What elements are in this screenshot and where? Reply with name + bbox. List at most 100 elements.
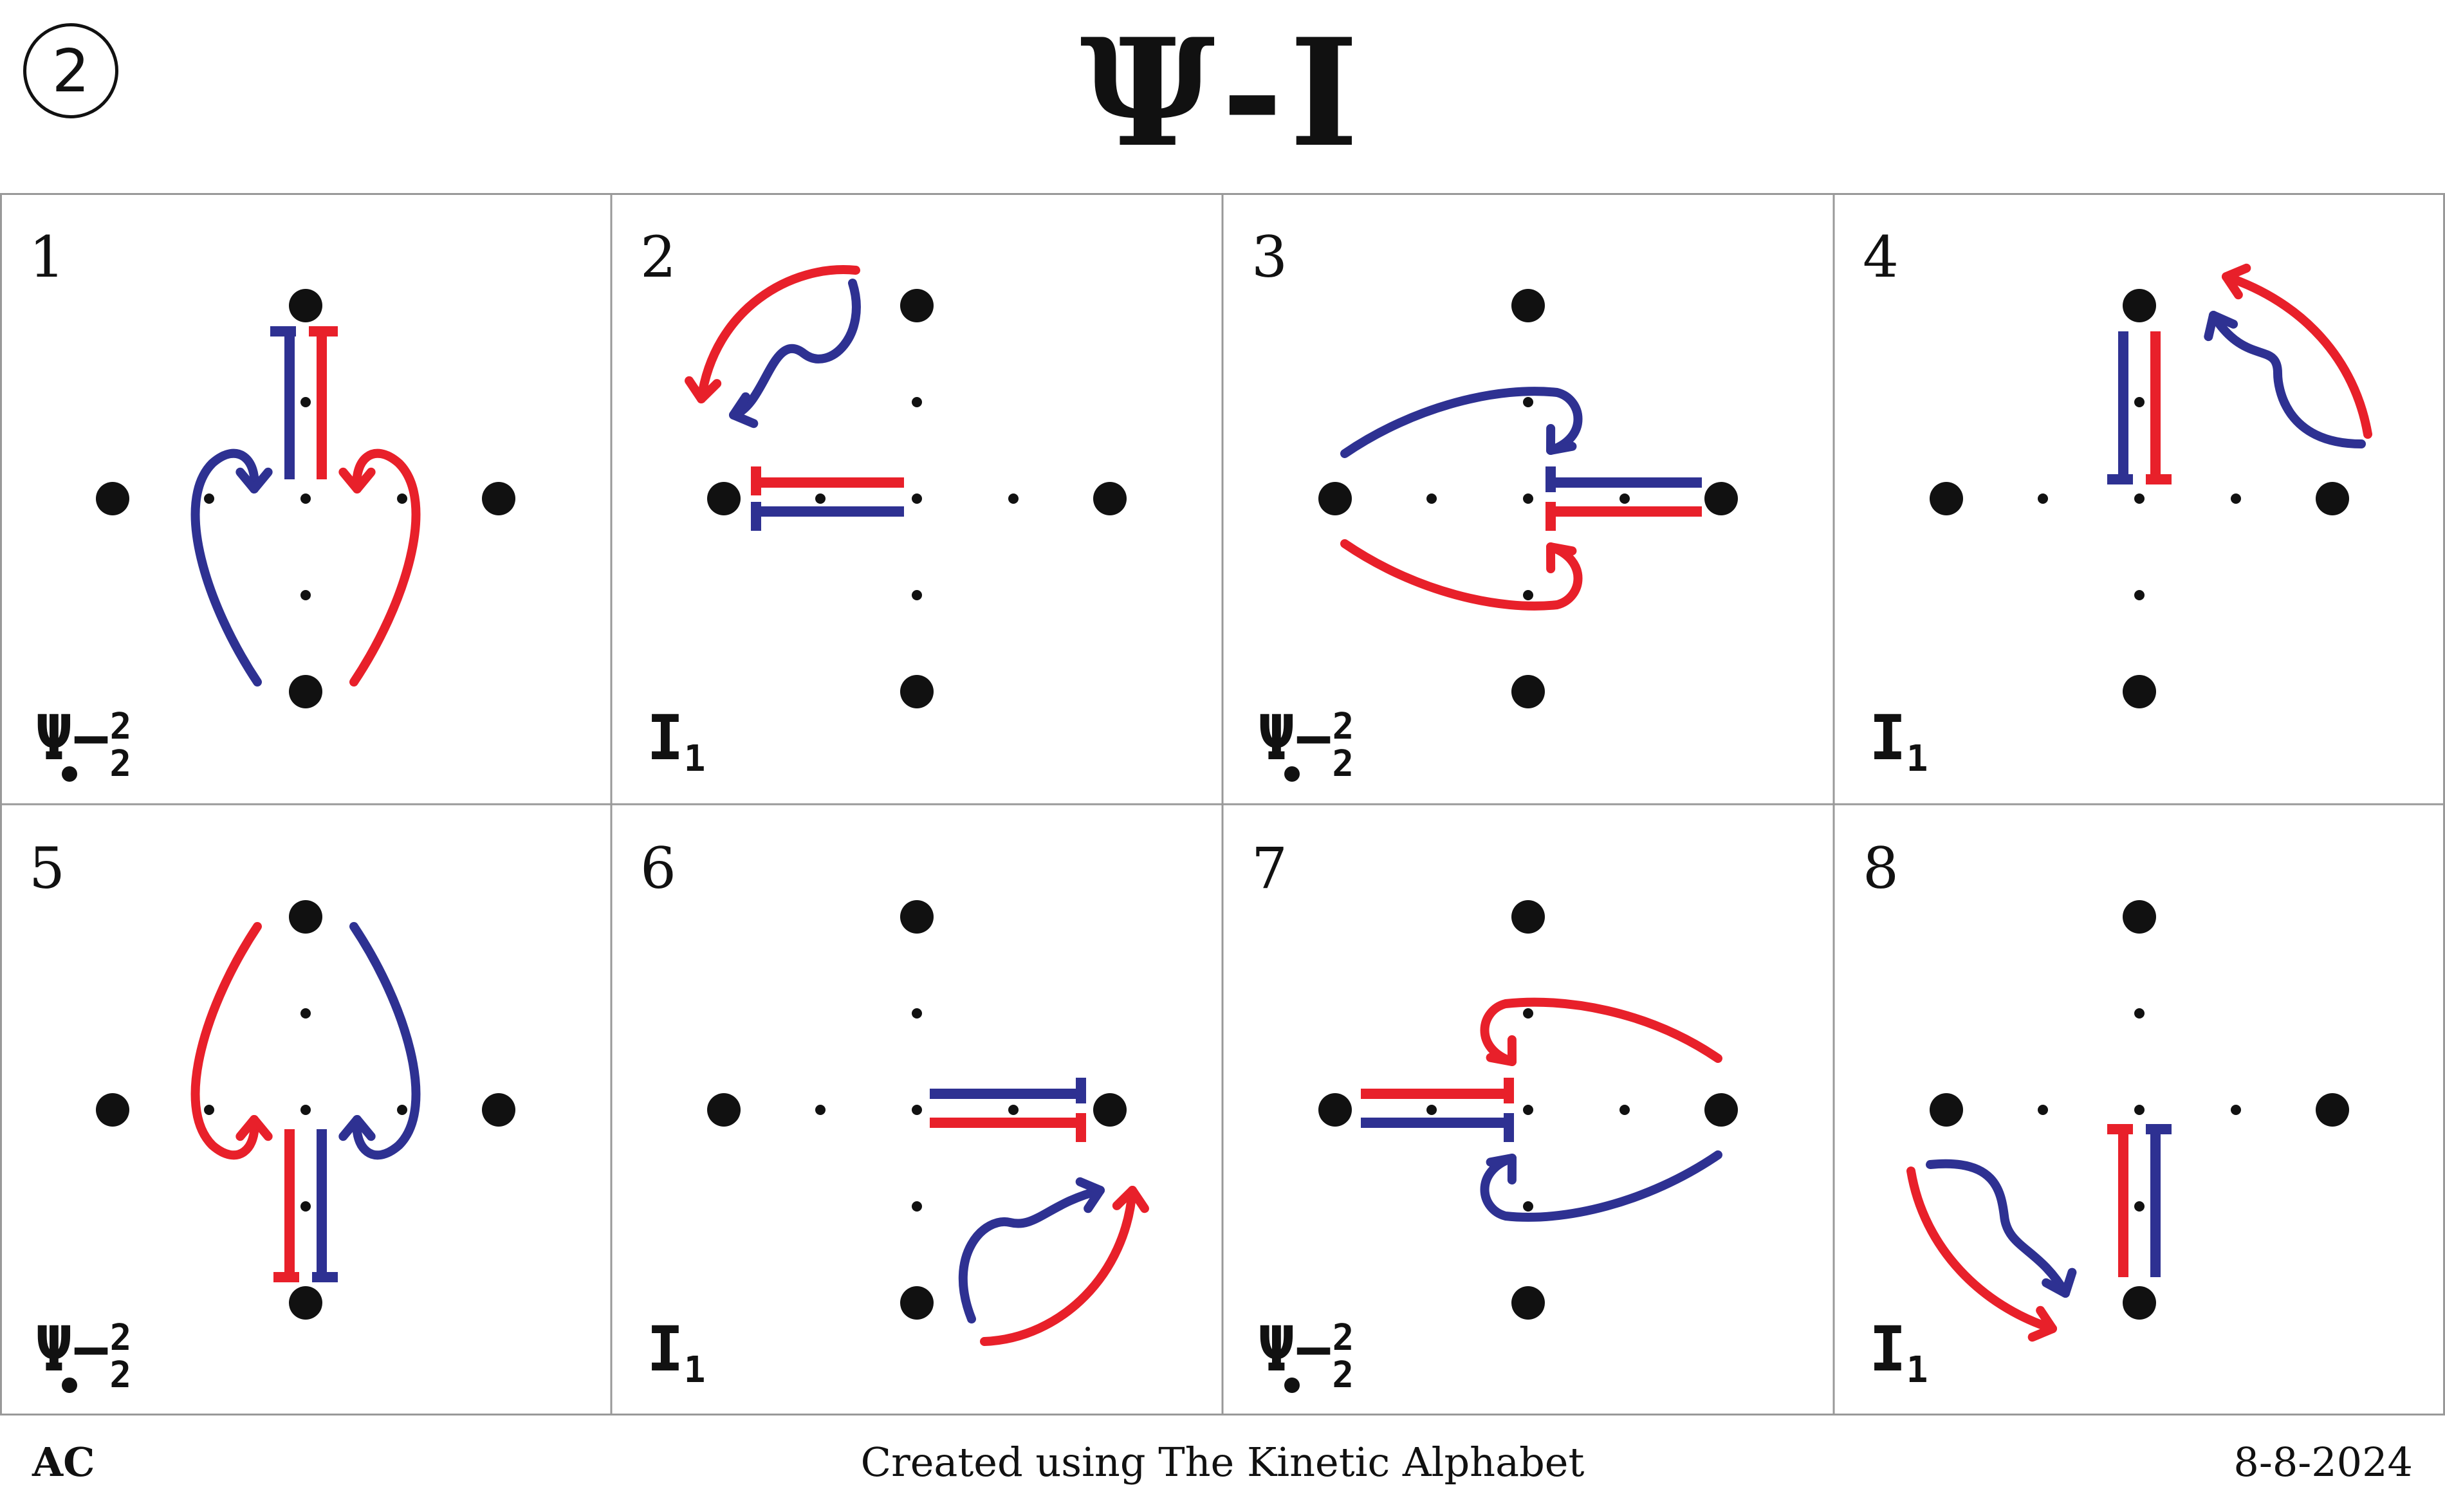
grid-point-outer [2123, 1286, 2156, 1320]
notation-symbol: I [1869, 1313, 1906, 1385]
grid-point-inner [2038, 493, 2048, 504]
blue-arrowhead [1546, 424, 1577, 455]
notation-symbol: I [1869, 702, 1906, 774]
panel-motion [2107, 263, 2372, 484]
panel-4: 4 I1 [1863, 224, 2372, 780]
notation-label: Ψ−2 2 [1258, 702, 1354, 785]
panel-3: 3 Ψ−2 2 [1251, 224, 1738, 785]
grid-point-inner [300, 493, 311, 504]
page-title: Ψ-I [1080, 6, 1365, 180]
notation-superscript: 2 [1333, 706, 1354, 748]
grid-point-inner [1619, 493, 1630, 504]
grid-point-inner [1008, 1105, 1019, 1115]
red-arrowhead [235, 1115, 273, 1141]
grid-point-inner [300, 1201, 311, 1212]
grid-point-outer [1093, 1093, 1127, 1127]
red-arrowhead [2222, 263, 2251, 300]
red-motion-curve [2222, 272, 2372, 439]
grid-point-inner [397, 493, 407, 504]
panel-number: 3 [1251, 224, 1287, 290]
panel-1: 1 Ψ−2 2 [29, 224, 515, 785]
notation-dash: − [73, 702, 110, 774]
grid-point-inner [2134, 590, 2145, 600]
panel-number: 4 [1863, 224, 1899, 290]
grid-point-outer [2316, 1093, 2349, 1127]
grid-point-inner [912, 1201, 922, 1212]
blue-arrowhead [338, 1115, 376, 1141]
notation-subscript: 2 [1332, 1354, 1354, 1396]
red-arrowhead [685, 376, 722, 403]
grid-point-inner [1523, 1201, 1533, 1212]
grid-point-inner [2134, 1105, 2145, 1115]
notation-dot [62, 766, 77, 782]
grid-point-outer [482, 482, 515, 515]
grid-point-inner [1523, 590, 1533, 600]
grid-point-inner [2231, 493, 2241, 504]
grid-point-inner [1426, 1105, 1437, 1115]
grid-point-outer [289, 1286, 322, 1320]
blue-arrowhead [1075, 1177, 1105, 1213]
panel-8: 8 I1 [1863, 835, 2349, 1391]
red-motion-curve [190, 922, 262, 1160]
red-motion-curve [1340, 539, 1583, 611]
notation-dash: − [73, 1313, 110, 1385]
grid-point-outer [1511, 289, 1545, 322]
panel-motion [190, 922, 421, 1282]
grid-point-inner [1523, 397, 1533, 407]
notation-superscript: 2 [1333, 1317, 1354, 1359]
grid-point-outer [289, 900, 322, 934]
grid-point-inner [1619, 1105, 1630, 1115]
grid-point-inner [2134, 493, 2145, 504]
grid-point-outer [707, 1093, 741, 1127]
grid-point-outer [1704, 1093, 1738, 1127]
notation-superscript: 2 [110, 1317, 132, 1359]
panel-number: 7 [1251, 835, 1287, 901]
red-arrowhead [1546, 542, 1577, 573]
grid-lines [0, 193, 2445, 1415]
red-arrowhead [1486, 1035, 1517, 1066]
grid-point-outer [482, 1093, 515, 1127]
notation-label: I1 [1869, 1313, 1928, 1391]
grid-point-inner [1426, 493, 1437, 504]
notation-symbol: I [647, 1313, 684, 1385]
red-motion-curve [349, 448, 421, 687]
notation-label: I1 [1869, 702, 1928, 780]
blue-arrowhead [729, 392, 759, 429]
blue-motion-curve [1340, 387, 1583, 458]
notation-subscript: 1 [684, 1349, 706, 1391]
blue-motion-curve [1926, 1159, 2070, 1298]
blue-motion-curve [2209, 311, 2366, 448]
grid-point-inner [912, 493, 922, 504]
panel-7: 7 Ψ−2 2 [1251, 835, 1738, 1396]
blue-motion-curve [1480, 1150, 1722, 1222]
grid-point-outer [1930, 482, 1963, 515]
date: 8-8-2024 [2233, 1439, 2413, 1486]
notation-symbol: Ψ [35, 702, 73, 774]
grid-point-inner [815, 1105, 826, 1115]
panel-motion [190, 326, 421, 687]
notation-subscript: 2 [109, 743, 131, 785]
panel-5: 5 Ψ−2 2 [29, 835, 515, 1396]
blue-arrowhead [2042, 1268, 2077, 1298]
grid-point-outer [2123, 289, 2156, 322]
grid-point-outer [1511, 900, 1545, 934]
panel-number: 1 [29, 224, 65, 290]
red-motion-curve [980, 1186, 1137, 1346]
grid-point-outer [1318, 1093, 1352, 1127]
grid-point-inner [1008, 493, 1019, 504]
credit-line: Created using The Kinetic Alphabet [860, 1439, 1585, 1486]
notation-superscript: 2 [110, 706, 132, 748]
blue-motion-curve [729, 279, 861, 419]
grid-point-outer [900, 675, 934, 708]
notation-subscript: 2 [1332, 743, 1354, 785]
notation-label: Ψ−2 2 [35, 702, 131, 785]
grid-point-inner [1523, 493, 1533, 504]
panel-motion [1906, 1124, 2172, 1342]
notation-dot [1284, 766, 1300, 782]
grid-point-inner [300, 397, 311, 407]
panel-6: 6 I1 [640, 835, 1149, 1391]
grid-point-outer [900, 900, 934, 934]
notation-subscript: 2 [109, 1354, 131, 1396]
grid-point-inner [300, 590, 311, 600]
notation-dot [1284, 1378, 1300, 1393]
